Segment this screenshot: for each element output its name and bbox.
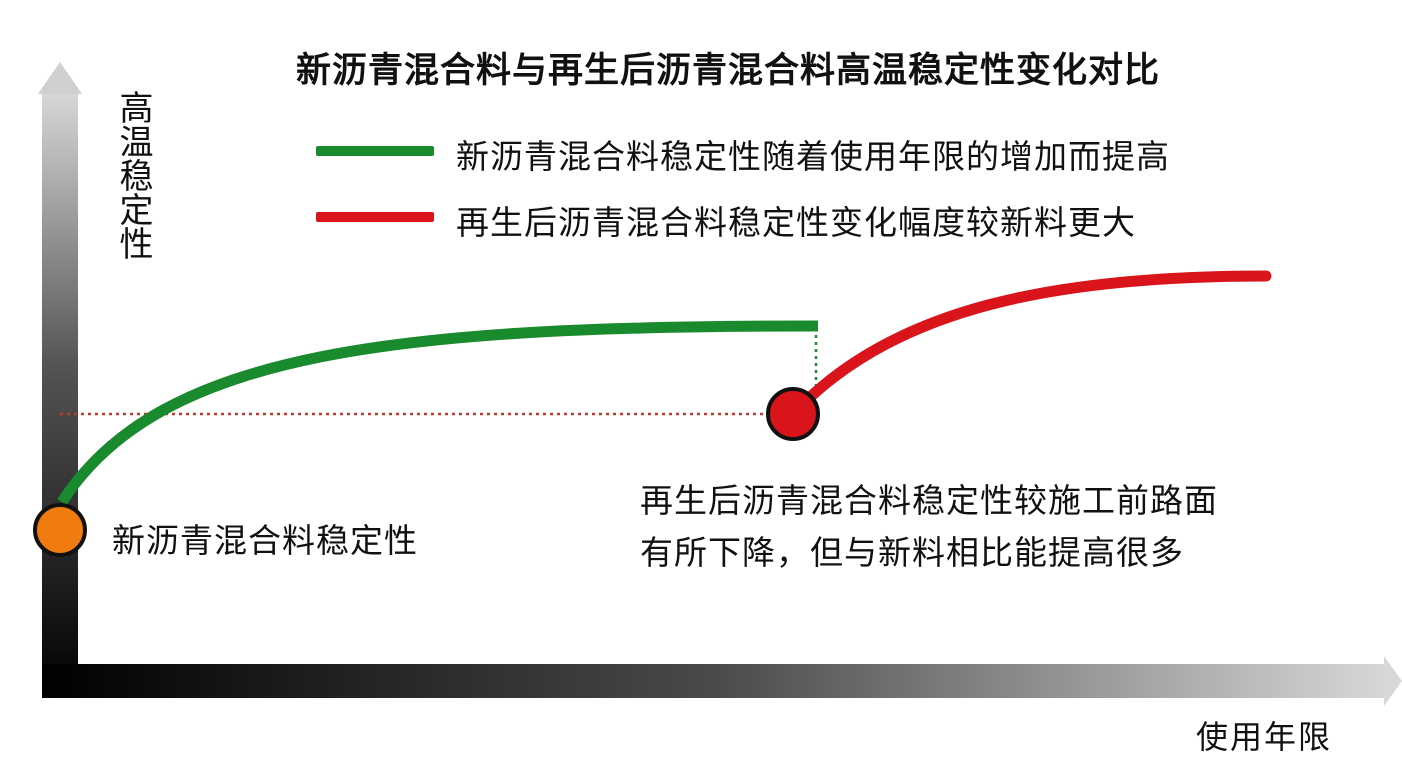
- new-material-curve: [57, 320, 819, 505]
- annotation-new-material: 新沥青混合料稳定性: [112, 521, 418, 560]
- legend-item-new: 新沥青混合料稳定性随着使用年限的增加而提高: [316, 130, 1316, 180]
- x-axis-arrow: [1384, 656, 1402, 706]
- legend-item-recycled: 再生后沥青混合料稳定性变化幅度较新料更大: [316, 196, 1316, 246]
- legend-swatch-red: [316, 212, 434, 222]
- y-axis-label: 高温稳定性: [113, 90, 153, 260]
- legend-swatch-green: [316, 146, 434, 156]
- legend-label-new: 新沥青混合料稳定性随着使用年限的增加而提高: [456, 137, 1170, 176]
- new-material-marker: [33, 503, 87, 557]
- recycled-material-marker: [766, 387, 820, 441]
- y-axis-arrow: [38, 62, 82, 94]
- annotation-recycled-line2: 有所下降，但与新料相比能提高很多: [640, 533, 1184, 572]
- annotation-recycled-line1: 再生后沥青混合料稳定性较施工前路面: [640, 481, 1218, 520]
- y-axis: [38, 62, 82, 696]
- legend-label-recycled: 再生后沥青混合料稳定性变化幅度较新料更大: [456, 203, 1136, 242]
- x-axis: [42, 656, 1402, 706]
- recycled-material-curve: [799, 270, 1272, 408]
- diagram-title: 新沥青混合料与再生后沥青混合料高温稳定性变化对比: [296, 51, 1161, 91]
- x-axis-label: 使用年限: [1196, 718, 1333, 756]
